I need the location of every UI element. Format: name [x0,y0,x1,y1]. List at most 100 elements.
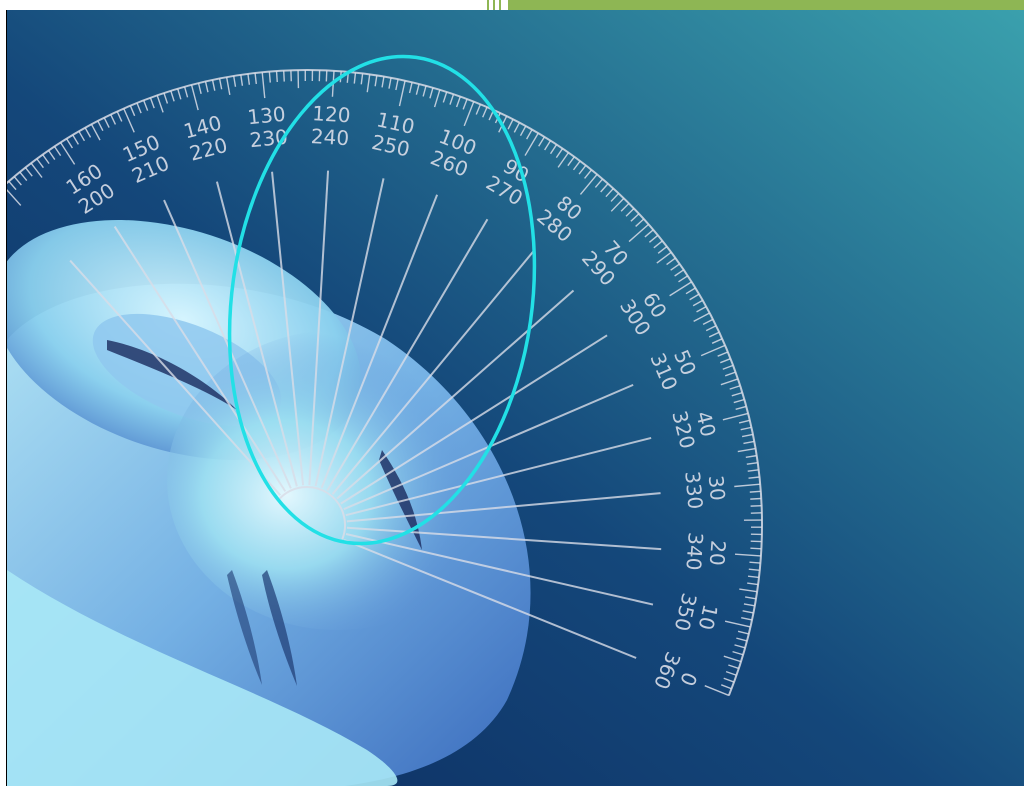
protractor-outer-label: 30 [704,474,730,502]
protractor-outer-label: 120 [312,101,352,127]
protractor-tick [197,82,202,94]
protractor-tick [734,644,746,649]
protractor-tick [225,77,231,95]
protractor-tick [700,344,726,357]
protractor-tick [30,162,43,178]
protractor-tick [605,188,614,198]
protractor-tick [156,95,164,113]
protractor-tick [630,213,640,222]
protractor-radial-line [163,199,292,489]
protractor-tick [747,469,759,472]
top-strip [0,0,1024,10]
protractor-tick [717,351,729,357]
protractor-tick [557,152,570,168]
protractor-tick [482,106,488,118]
protractor-tick [741,616,753,621]
protractor-tick [738,419,750,424]
protractor-tick [183,86,189,98]
protractor-tick [737,630,749,635]
frame-border [6,10,7,786]
protractor-center-arc [278,486,346,540]
protractor-tick [129,105,136,117]
protractor-tick [732,650,744,656]
protractor-tick [524,132,539,156]
protractor-tick [360,73,364,85]
protractor-radial-line [69,259,282,496]
protractor-radial-line [331,250,535,495]
protractor-tick [247,73,251,85]
protractor-tick [741,433,754,438]
protractor-tick [204,81,209,93]
protractor-tick [579,173,598,195]
protractor-tick [702,318,714,325]
protractor-tick [388,77,392,89]
protractor-radial-line [314,178,385,487]
protractor-tick [748,568,760,571]
protractor-tick [736,637,748,642]
protractor-tick [610,192,620,202]
protractor-radial-line [345,532,654,606]
protractor-tick [723,655,742,663]
protractor-tick [24,167,33,177]
protractor-tick [653,240,663,249]
protractor-tick [731,391,743,397]
protractor-tick [704,685,730,697]
protractor-tick [745,596,757,600]
bulb-protractor-image: 0102030405060708090100110120130140150160… [7,10,1024,786]
protractor-tick [572,160,581,171]
protractor-tick [13,176,22,186]
protractor-tick [65,138,74,149]
protractor-tick [739,588,758,593]
protractor-tick [724,371,736,377]
protractor-tick [705,325,717,332]
protractor-tick [628,223,650,243]
protractor-tick [666,257,676,266]
protractor-arc [7,69,763,696]
protractor-tick [84,127,92,138]
protractor-tick [743,440,755,445]
protractor-tick [544,140,552,151]
protractor-tick [19,171,28,182]
protractor-tick [750,547,762,550]
protractor-tick [78,130,86,142]
protractor-tick [519,125,527,137]
protractor-tick [648,234,659,243]
protractor-tick [8,180,17,191]
protractor-tick [625,208,635,217]
protractor-tick [218,78,223,90]
protractor-tick [734,483,761,488]
protractor-tick [422,85,427,97]
protractor-tick [737,447,756,453]
protractor-radial-line [308,170,330,486]
protractor-tick [734,553,761,557]
protractor-radial-line [346,526,662,551]
protractor-outer-label: 20 [705,539,731,566]
protractor-radial-line [346,492,661,523]
photo-frame: 0 10 20 30 40 50 60 70 80 90 100 110 120 130 140 150 160… [7,10,1024,786]
protractor-tick [36,158,44,169]
protractor-tick [644,229,654,238]
protractor-tick [7,189,22,206]
protractor-tick [526,129,533,140]
protractor-tick [745,454,757,458]
highlight-ellipse [227,54,537,546]
protractor-tick [747,575,760,579]
protractor-tick [578,165,587,175]
protractor-tick [149,97,155,109]
protractor-tick [143,100,149,111]
protractor-tick [692,299,704,307]
protractor-tick [72,134,79,145]
protractor-tick [749,561,761,564]
protractor-tick [475,104,482,115]
protractor-tick [669,281,692,297]
protractor-tick [123,108,135,133]
protractor-tick [740,426,752,431]
protractor-tick [746,462,758,465]
protractor-inner-label: 340 [681,532,708,572]
protractor-outer-label: 10 [693,602,722,632]
protractor-tick [610,197,625,212]
protractor-tick [415,83,420,95]
protractor-tick [254,72,258,84]
protractor-radial-line [215,181,298,487]
protractor-tick [748,476,760,479]
